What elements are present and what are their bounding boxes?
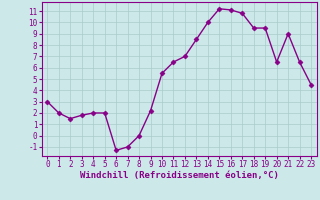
X-axis label: Windchill (Refroidissement éolien,°C): Windchill (Refroidissement éolien,°C) (80, 171, 279, 180)
